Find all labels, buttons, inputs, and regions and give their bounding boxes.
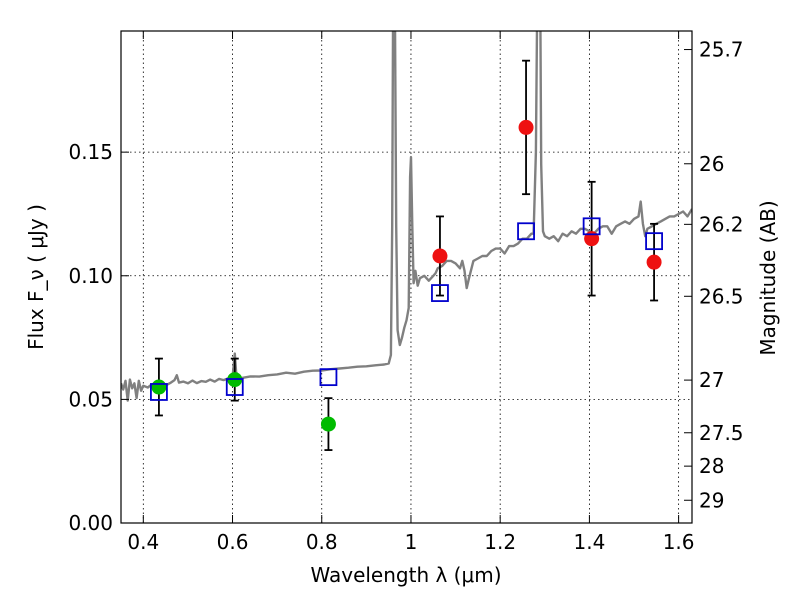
green-data-point bbox=[320, 416, 336, 432]
magnitude-axis-label: Magnitude (AB) bbox=[756, 200, 780, 355]
y-tick-label: 0.10 bbox=[68, 264, 113, 288]
model-square-marker bbox=[582, 217, 601, 236]
model-square-marker bbox=[645, 232, 663, 251]
magnitude-tick-label: 29 bbox=[699, 488, 724, 512]
y-tick-label: 0.00 bbox=[68, 511, 113, 535]
x-tick-label: 0.4 bbox=[127, 530, 159, 554]
model-square-marker bbox=[319, 368, 338, 387]
magnitude-tick-label: 26.2 bbox=[699, 212, 744, 236]
model-square-marker bbox=[431, 284, 449, 302]
y-tick-label: 0.15 bbox=[68, 140, 113, 164]
red-data-point bbox=[518, 119, 534, 135]
model-square-marker bbox=[225, 378, 244, 396]
x-axis-label: Wavelength λ (μm) bbox=[310, 563, 501, 587]
tick-layer: 0.4 0.6 0.8 1 1.2 1.4 1.6 0.00 0.05 0.10 0.15 25.7 2… bbox=[68, 31, 744, 554]
marker-layer bbox=[150, 59, 663, 451]
magnitude-tick-label: 25.7 bbox=[699, 38, 744, 62]
magnitude-tick-label: 28 bbox=[699, 454, 724, 478]
x-tick-label: 1.6 bbox=[663, 530, 695, 554]
grid-lines bbox=[121, 31, 692, 523]
x-tick-label: 1.4 bbox=[573, 530, 605, 554]
x-tick-label: 0.6 bbox=[217, 530, 249, 554]
x-tick-label: 1.2 bbox=[484, 530, 516, 554]
model-square-marker bbox=[150, 383, 168, 401]
magnitude-tick-label: 27 bbox=[699, 368, 724, 392]
spectrum-line bbox=[121, 31, 692, 402]
spectrum-layer bbox=[121, 31, 692, 402]
magnitude-tick-label: 26.5 bbox=[699, 284, 744, 308]
y-axis-label: Flux F_ν ( μJy ) bbox=[24, 204, 48, 350]
red-data-point bbox=[432, 248, 448, 264]
green-data-point bbox=[151, 379, 167, 395]
y-tick-label: 0.05 bbox=[68, 387, 113, 411]
magnitude-tick-label: 27.5 bbox=[699, 421, 744, 445]
plot-frame bbox=[120, 30, 693, 524]
magnitude-tick-label: 26 bbox=[699, 152, 724, 176]
x-tick-label: 1 bbox=[405, 530, 418, 554]
red-data-point bbox=[646, 254, 662, 270]
x-tick-label: 0.8 bbox=[306, 530, 338, 554]
model-square-marker bbox=[517, 222, 535, 241]
